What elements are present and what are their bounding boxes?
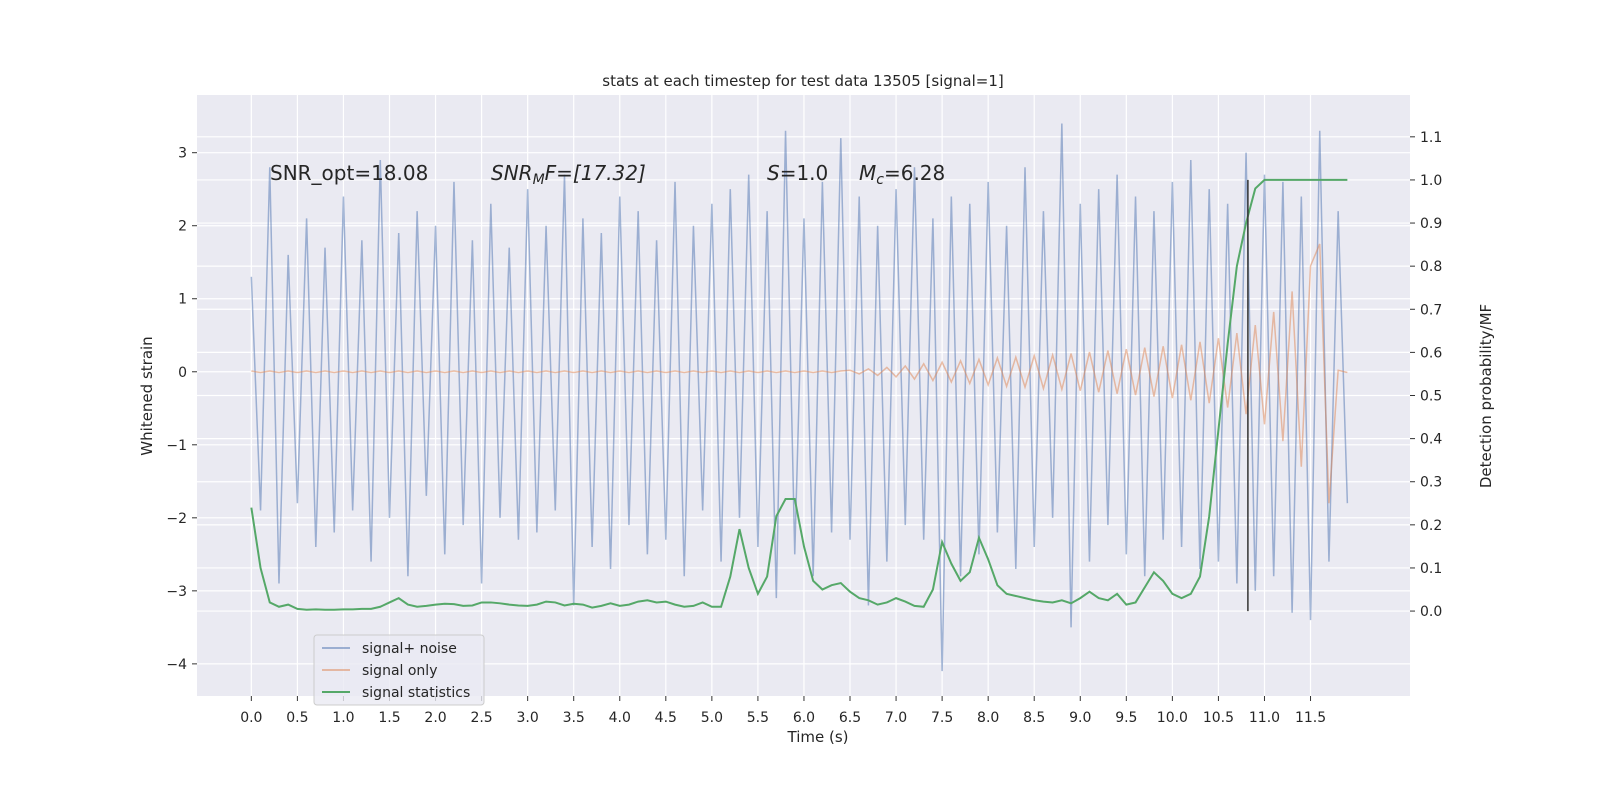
annotation-part: M [859,161,876,185]
x-tick-label: 5.5 [747,710,769,726]
legend-label: signal statistics [362,685,470,701]
x-tick-label: 7.5 [931,710,953,726]
y2-tick-label: 0.7 [1420,302,1442,318]
y2-tick-label: 0.8 [1420,259,1442,275]
annotation-part: =1.0 [780,161,829,185]
x-tick-label: 10.0 [1157,710,1188,726]
y-tick-label: 2 [178,219,187,235]
y-tick-label: −4 [166,657,187,673]
x-tick-label: 3.0 [517,710,539,726]
y2-tick-label: 0.5 [1420,389,1442,405]
x-axis-label: Time (s) [787,728,849,746]
annotation: Mc=6.28 [859,161,945,188]
legend-label: signal+ noise [362,641,457,657]
x-tick-label: 8.0 [977,710,999,726]
x-tick-label: 0.0 [240,710,262,726]
y-tick-label: −3 [166,584,187,600]
y-tick-label: 0 [178,365,187,381]
x-tick-label: 6.0 [793,710,815,726]
x-tick-label: 5.0 [701,710,723,726]
series-line [250,178,1348,611]
y2-tick-label: 1.0 [1420,173,1442,189]
annotation-part: SNR [491,161,533,185]
y2-tick-label: 1.1 [1420,130,1442,146]
x-tick-label: 8.5 [1023,710,1045,726]
annotation-part: M [533,172,545,188]
x-tick-label: 1.5 [378,710,400,726]
y-axis-label: Whitened strain [138,336,156,455]
x-tick-label: 4.0 [609,710,631,726]
x-tick-label: 6.5 [839,710,861,726]
y2-tick-label: 0.3 [1420,475,1442,491]
y-tick-label: 1 [178,292,187,308]
chart-title: stats at each timestep for test data 135… [602,72,1003,90]
y-tick-label: −2 [166,511,187,527]
y2-tick-label: 0.4 [1420,432,1442,448]
y2-tick-label: 0.2 [1420,518,1442,534]
annotation: SNR_opt=18.08 [270,161,428,185]
y2-tick-label: 0.6 [1420,345,1442,361]
x-tick-label: 9.0 [1069,710,1091,726]
y2-tick-label: 0.9 [1420,216,1442,232]
x-tick-label: 2.5 [470,710,492,726]
annotation-part: SNR_opt=18.08 [270,161,428,185]
x-tick-label: 10.5 [1203,710,1234,726]
x-tick-label: 9.5 [1115,710,1137,726]
legend-box [313,634,485,706]
legend-label: signal only [362,663,437,679]
x-tick-label: 0.5 [286,710,308,726]
y2-axis-label: Detection probability/MF [1477,304,1495,488]
annotation-part: F=[17.32] [545,161,646,185]
x-tick-label: 4.5 [655,710,677,726]
x-tick-label: 11.5 [1295,710,1326,726]
series-line [250,123,1349,672]
x-tick-label: 7.0 [885,710,907,726]
series-line [251,243,1348,504]
annotation-part: =6.28 [884,161,945,185]
annotation-part: S [767,161,780,185]
y-tick-label: −1 [166,438,187,454]
annotation: SNRMF=[17.32] [491,161,646,188]
x-tick-label: 2.0 [424,710,446,726]
x-tick-label: 11.0 [1249,710,1280,726]
y-tick-label: 3 [178,146,187,162]
y2-tick-label: 0.1 [1420,561,1442,577]
y2-tick-label: 0.0 [1420,604,1442,620]
annotation: S=1.0 [767,161,828,185]
x-tick-label: 3.5 [563,710,585,726]
x-tick-label: 1.0 [332,710,354,726]
annotation-part: c [876,172,884,188]
